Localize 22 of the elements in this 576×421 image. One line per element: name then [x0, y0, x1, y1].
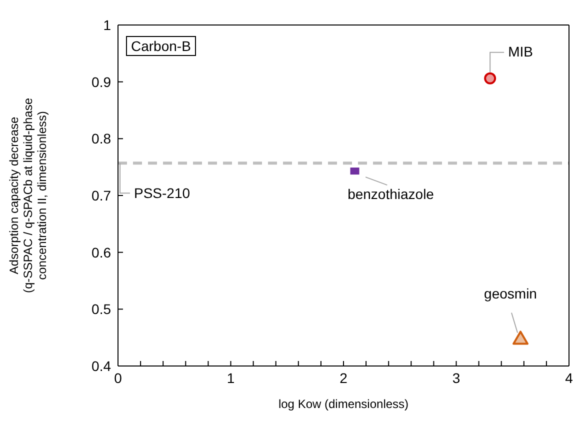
- text: geosmin: [484, 286, 537, 302]
- x-axis-title: log Kow (dimensionless): [278, 397, 409, 411]
- x-tick-label: 0: [114, 370, 122, 386]
- y-tick-label: 0.6: [92, 244, 112, 260]
- point: [484, 72, 496, 84]
- x-tick-label: 1: [226, 370, 235, 386]
- y-tick-label: 0.9: [92, 74, 112, 90]
- y-tick-label: 1: [103, 16, 112, 33]
- annotation: Carbon-B: [126, 36, 196, 56]
- x-tick-label: 4: [565, 370, 574, 386]
- y-axis-title: Adsorption capacity decrease (q-SSPAC / q-SPACb at liquid-phase concentration II, dimensionless): [7, 98, 49, 293]
- series-label: benzothiazole: [348, 186, 434, 202]
- x-tick-label: 2: [340, 370, 348, 386]
- y-tick-label: 0.4: [92, 358, 112, 374]
- point: [512, 330, 529, 345]
- ref-line-label: PSS-210: [134, 185, 190, 202]
- y-tick-label: 0.5: [92, 301, 112, 318]
- x-tick-label: 3: [452, 370, 460, 386]
- y-tick-label: 0.7: [92, 187, 112, 204]
- point: [350, 168, 360, 175]
- y-tick-label: 0.8: [92, 130, 112, 147]
- series-label: MIB: [508, 43, 533, 60]
